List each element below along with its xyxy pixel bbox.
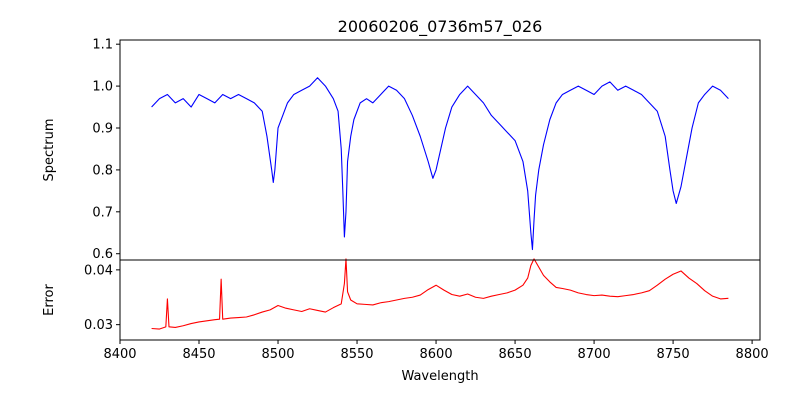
x-tick-label: 8400 [103, 347, 136, 362]
chart-title: 20060206_0736m57_026 [338, 17, 543, 37]
x-tick-label: 8700 [578, 347, 611, 362]
error-y-ticks: 0.03 0.04 [84, 263, 120, 333]
error-line [151, 258, 729, 330]
x-tick-label: 8800 [736, 347, 769, 362]
spectrum-y-ticks: 0.6 0.7 0.8 0.9 1.0 1.1 [92, 38, 120, 262]
error-panel-frame [119, 259, 761, 341]
x-tick-label: 8750 [657, 347, 690, 362]
error-y-label: Error [42, 284, 57, 316]
spectrum-y-tick-label: 0.8 [92, 163, 113, 178]
wavelength-x-ticks: 8400 8450 8500 8550 8600 8650 8700 8750 8800 [103, 340, 769, 362]
spectrum-y-tick-label: 0.9 [92, 122, 113, 137]
error-panel: 0.03 0.04 8400 8450 8500 8550 8600 8650 8700 875… [42, 258, 769, 384]
spectrum-y-tick-label: 1.1 [92, 38, 113, 53]
error-series [151, 258, 729, 330]
spectrum-series [151, 77, 729, 251]
x-tick-label: 8550 [340, 347, 373, 362]
error-y-tick-label: 0.04 [84, 263, 113, 278]
spectrum-y-tick-label: 1.0 [92, 80, 113, 95]
x-tick-label: 8650 [499, 347, 532, 362]
x-axis-label: Wavelength [401, 369, 478, 384]
x-tick-label: 8450 [182, 347, 215, 362]
spectrum-line [151, 77, 729, 251]
x-tick-label: 8500 [261, 347, 294, 362]
spectrum-y-label: Spectrum [42, 119, 57, 182]
error-y-tick-label: 0.03 [84, 318, 113, 333]
spectrum-y-tick-label: 0.6 [92, 247, 113, 262]
x-tick-label: 8600 [420, 347, 453, 362]
spectrum-y-tick-label: 0.7 [92, 205, 113, 220]
